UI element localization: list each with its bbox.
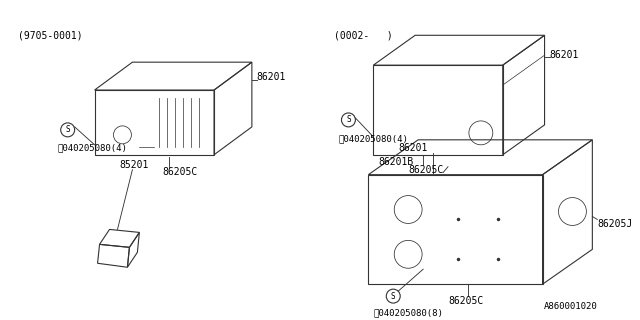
Text: Ⓢ040205080(8): Ⓢ040205080(8)	[373, 308, 444, 317]
Text: 86201B: 86201B	[378, 157, 413, 167]
Text: (0002-   ): (0002- )	[333, 30, 392, 40]
Text: Ⓢ040205080(4): Ⓢ040205080(4)	[339, 134, 408, 143]
Text: Ⓢ040205080(4): Ⓢ040205080(4)	[58, 144, 127, 153]
Text: 86205C: 86205C	[448, 296, 483, 306]
Text: 86201: 86201	[257, 72, 286, 82]
Text: S: S	[65, 125, 70, 134]
Text: 86201: 86201	[398, 143, 428, 153]
Text: S: S	[391, 292, 396, 300]
Text: (9705-0001): (9705-0001)	[18, 30, 83, 40]
Text: 86201: 86201	[550, 50, 579, 60]
Text: 85201: 85201	[120, 160, 149, 170]
Text: 86205J: 86205J	[597, 220, 632, 229]
Text: A860001020: A860001020	[543, 302, 597, 311]
Text: 86205C: 86205C	[408, 165, 444, 175]
Text: S: S	[346, 116, 351, 124]
Text: 86205C: 86205C	[163, 167, 198, 177]
